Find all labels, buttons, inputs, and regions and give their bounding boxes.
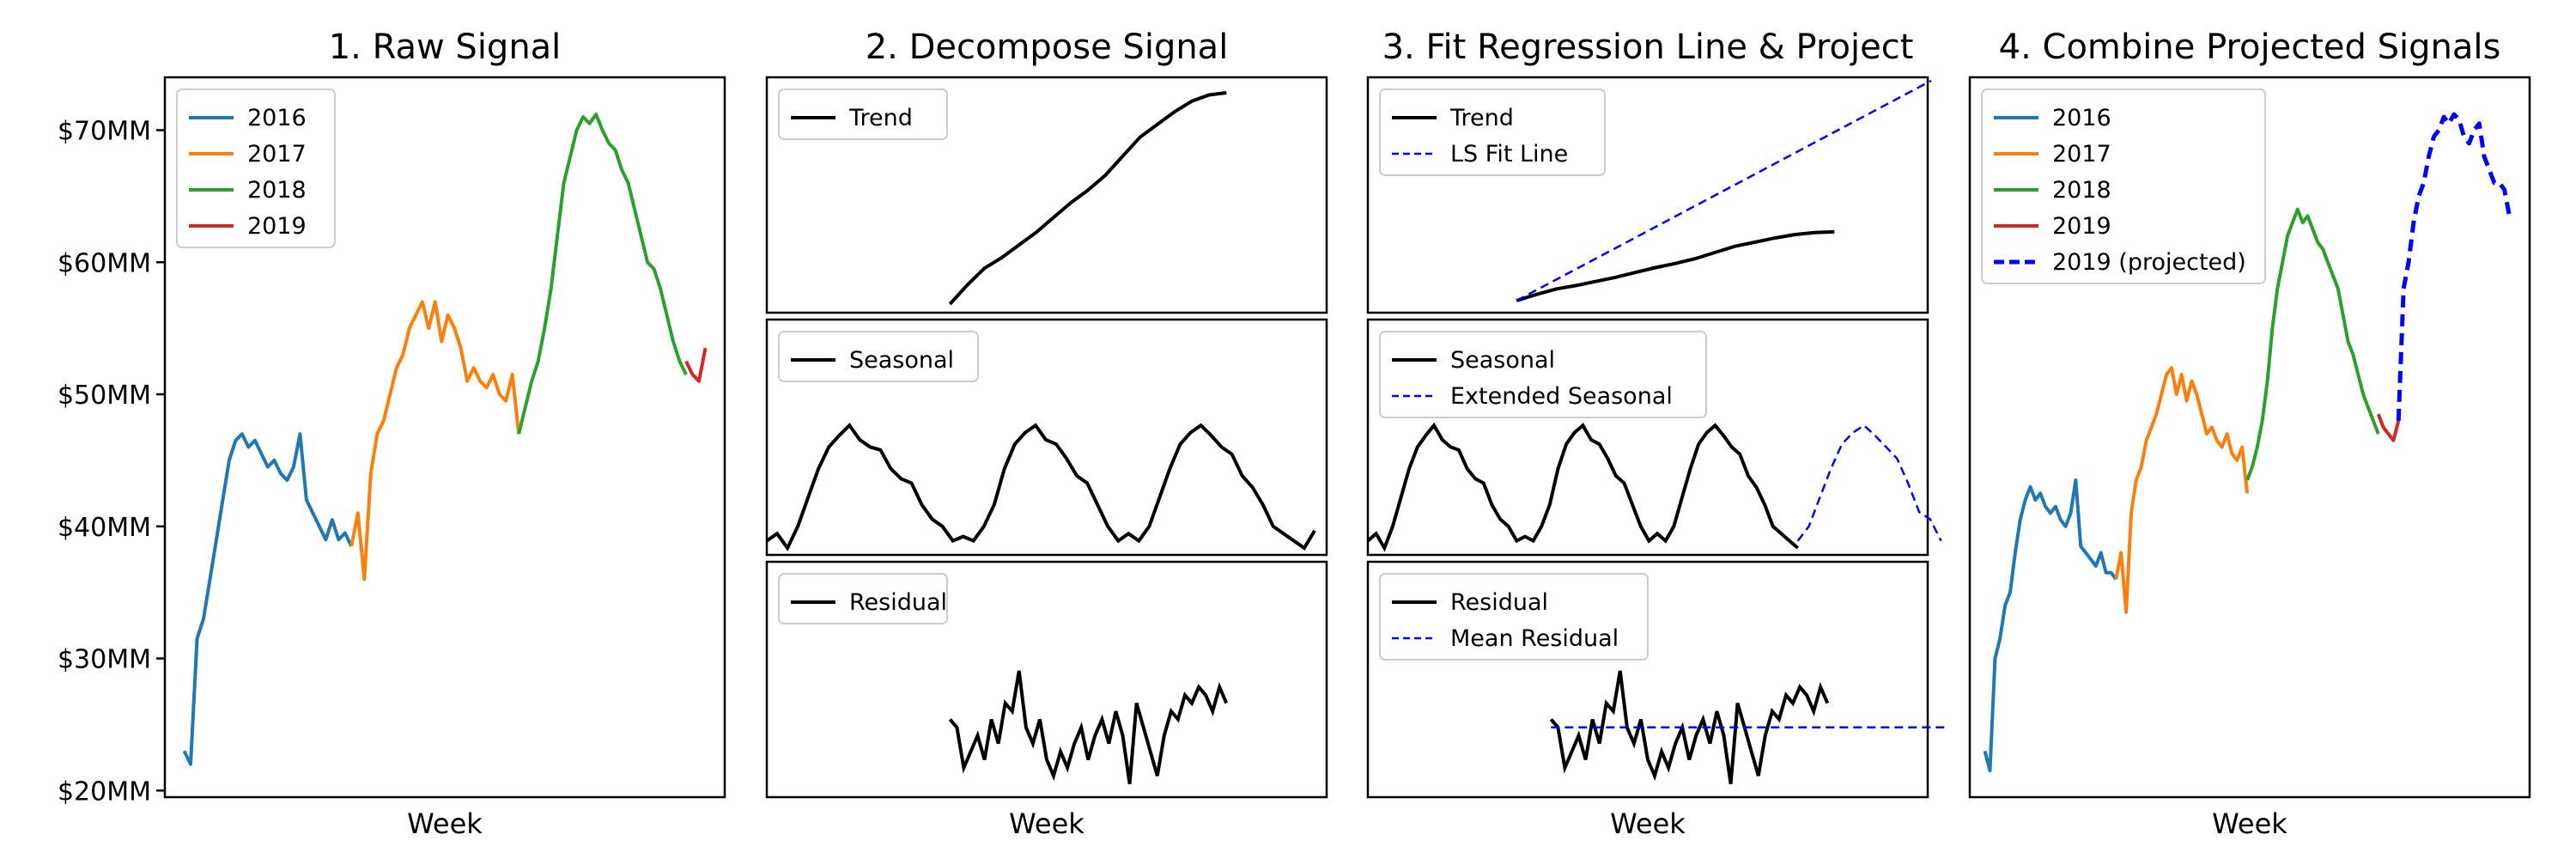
series-line-2016 [182, 432, 354, 766]
panel-1-legend-label: 2019 [247, 213, 307, 240]
panel-2-residual-legend-label: Residual [849, 589, 947, 616]
panel-3-trend-legend-label: LS Fit Line [1450, 141, 1568, 168]
y-tick-label: $70MM [58, 117, 151, 147]
y-tick-label: $40MM [58, 513, 151, 543]
panel-3-seasonal-legend-label: Seasonal [1450, 347, 1555, 374]
series-line-2018 [517, 113, 688, 435]
panel-3-residual-legend-label: Mean Residual [1450, 625, 1619, 652]
residual-line [1549, 670, 1830, 784]
series-line-2018 [2245, 207, 2380, 481]
panel-3-seasonal-legend [1379, 331, 1707, 418]
seasonal-line [1366, 422, 1800, 552]
y-tick-label: $20MM [58, 777, 151, 807]
panel-2-residual-legend [778, 573, 948, 624]
y-tick-label: $60MM [58, 248, 151, 278]
panel-2-subplot-trend [765, 76, 1328, 314]
extended-seasonal-line [1796, 423, 1942, 542]
panel-3-subplot-residual [1366, 560, 1929, 799]
trend-line [1516, 229, 1835, 302]
panel-1-legend [176, 88, 336, 248]
panel-4-xlabel: Week [2212, 807, 2287, 840]
panel-4-legend-label: 2019 [2052, 213, 2111, 240]
y-tick-label: $30MM [58, 645, 151, 675]
panel-2-subplot-residual [765, 560, 1328, 799]
panel-1-legend-label: 2016 [247, 105, 307, 131]
panel-3-subplot-trend [1366, 76, 1929, 314]
panel-2-xlabel: Week [1009, 807, 1084, 840]
residual-line [948, 670, 1229, 784]
ls-fit-line [1516, 79, 1932, 302]
panel-2-subplot-seasonal [765, 318, 1328, 557]
series-line-2017 [349, 300, 521, 582]
panel-4-legend-label: 2016 [2052, 105, 2111, 131]
panel-4-frame [1968, 76, 2531, 799]
panel-4-legend-label: 2018 [2052, 177, 2111, 204]
trend-line [948, 91, 1227, 306]
series-line-2016 [1983, 478, 2117, 773]
panel-4-legend-label: 2017 [2052, 141, 2111, 168]
panel-2-seasonal-legend [778, 331, 979, 382]
panel-4-title: 4. Combine Projected Signals [1999, 27, 2501, 67]
panel-3-subplot-seasonal [1366, 318, 1929, 557]
panel-2-seasonal-legend-label: Seasonal [849, 347, 954, 374]
series-line-2017 [2114, 366, 2250, 614]
panel-3-residual-legend-label: Residual [1450, 589, 1548, 616]
series-line-2019 [684, 347, 708, 383]
panel-1-title: 1. Raw Signal [329, 27, 562, 67]
panel-1-legend-label: 2017 [247, 141, 307, 168]
panel-2-trend-legend [778, 88, 948, 140]
seasonal-line [765, 423, 1316, 551]
panel-1-xlabel: Week [407, 807, 483, 840]
panel-4-legend-label: 2019 (projected) [2052, 249, 2246, 276]
panel-3-trend-legend-label: Trend [1449, 105, 1514, 131]
panel-3-xlabel: Week [1610, 807, 1686, 840]
y-tick-label: $50MM [58, 381, 151, 411]
series-line-2019-projected- [2396, 112, 2512, 421]
panel-1-legend-label: 2018 [247, 177, 307, 204]
panel-2-trend-legend-label: Trend [848, 105, 913, 131]
panel-3-seasonal-legend-label: Extended Seasonal [1450, 383, 1673, 410]
panel-1-frame [163, 76, 726, 799]
panel-3-residual-legend [1379, 573, 1649, 661]
panel-2-title: 2. Decompose Signal [866, 27, 1229, 67]
panel-4-legend [1981, 88, 2266, 284]
series-line-2019 [2376, 413, 2401, 442]
panel-3-trend-legend [1379, 88, 1606, 176]
panel-3-title: 3. Fit Regression Line & Project [1382, 27, 1914, 67]
